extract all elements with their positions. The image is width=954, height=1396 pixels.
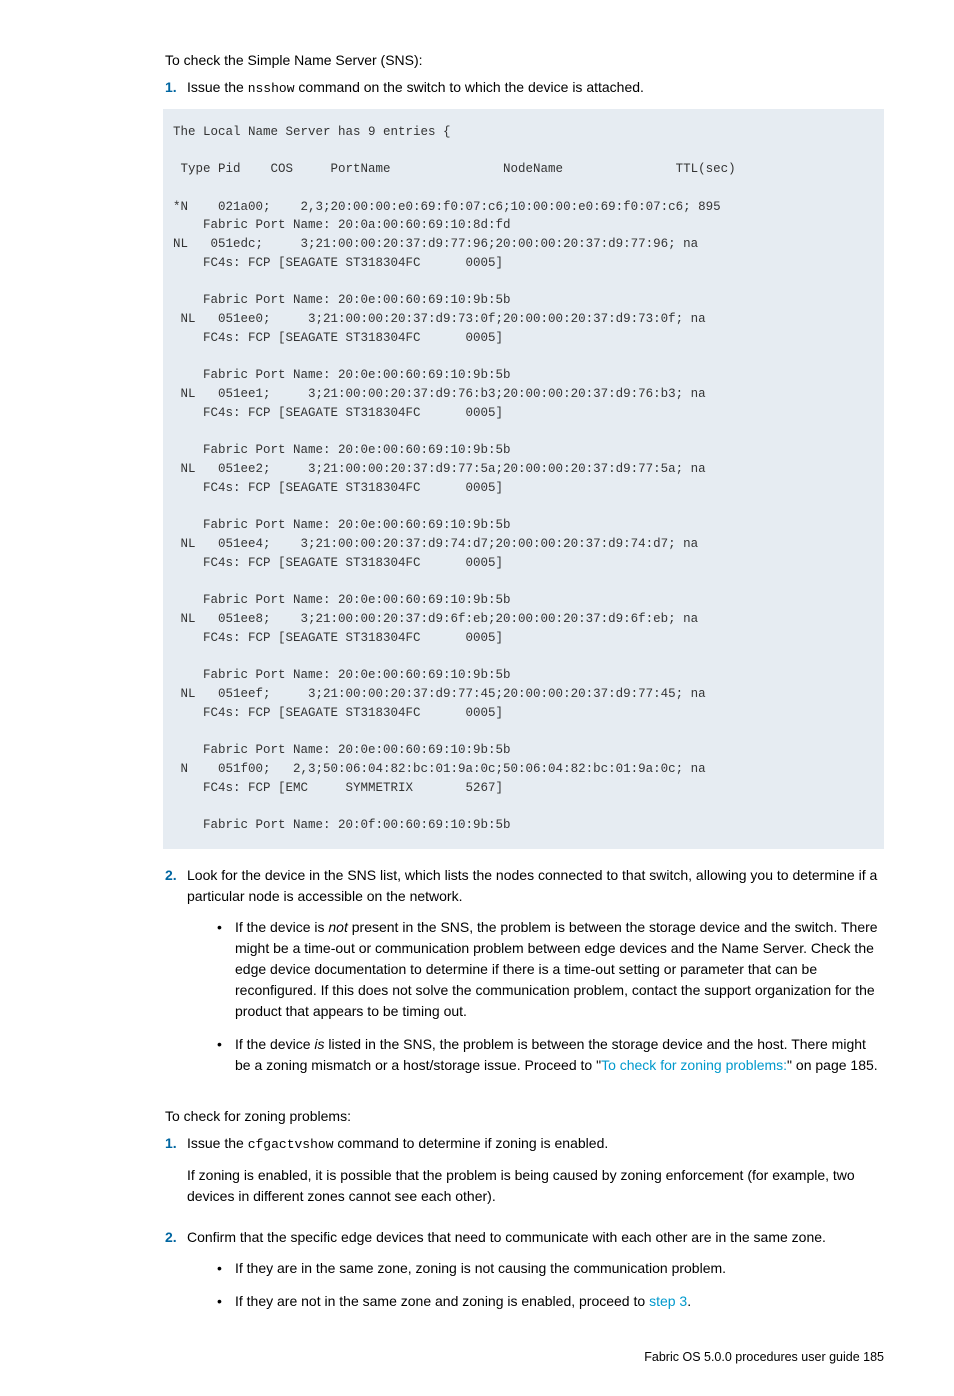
zoning-step-1: 1. Issue the cfgactvshow command to dete… [165, 1133, 884, 1217]
list-item: • If they are in the same zone, zoning i… [217, 1258, 884, 1279]
step-text: Confirm that the specific edge devices t… [187, 1227, 884, 1248]
bullet-icon: • [217, 1034, 235, 1076]
bullet-text: If they are not in the same zone and zon… [235, 1293, 649, 1309]
step-number: 1. [165, 77, 187, 99]
list-item: • If they are not in the same zone and z… [217, 1291, 884, 1312]
step-number: 2. [165, 865, 187, 1088]
bullet-icon: • [217, 1258, 235, 1279]
sns-bullet-list: • If the device is not present in the SN… [217, 917, 884, 1076]
link-zoning-problems[interactable]: To check for zoning problems: [601, 1057, 787, 1073]
zoning-step-list: 1. Issue the cfgactvshow command to dete… [165, 1133, 884, 1324]
link-step-3[interactable]: step 3 [649, 1293, 687, 1309]
step-text: command to determine if zoning is enable… [334, 1135, 609, 1151]
page-footer: Fabric OS 5.0.0 procedures user guide 18… [165, 1348, 884, 1367]
nsshow-output: The Local Name Server has 9 entries { Ty… [163, 109, 884, 850]
sns-step-list-cont: 2. Look for the device in the SNS list, … [165, 865, 884, 1088]
command-cfgactvshow: cfgactvshow [248, 1137, 334, 1152]
zoning-bullet-list: • If they are in the same zone, zoning i… [217, 1258, 884, 1312]
emphasis-not: not [328, 919, 347, 935]
step-text: command on the switch to which the devic… [295, 79, 644, 95]
list-item: • If the device is listed in the SNS, th… [217, 1034, 884, 1076]
emphasis-is: is [314, 1036, 324, 1052]
sns-step-1: 1. Issue the nsshow command on the switc… [165, 77, 884, 99]
bullet-text: If the device is [235, 919, 328, 935]
bullet-text: If they are in the same zone, zoning is … [235, 1258, 884, 1279]
list-item: • If the device is not present in the SN… [217, 917, 884, 1022]
zoning-heading: To check for zoning problems: [165, 1106, 884, 1127]
bullet-icon: • [217, 1291, 235, 1312]
bullet-text: " on page 185. [787, 1057, 878, 1073]
step-number: 2. [165, 1227, 187, 1324]
step-text: Look for the device in the SNS list, whi… [187, 865, 884, 907]
sns-intro: To check the Simple Name Server (SNS): [165, 50, 884, 71]
step-paragraph: If zoning is enabled, it is possible tha… [187, 1165, 884, 1207]
sns-step-2: 2. Look for the device in the SNS list, … [165, 865, 884, 1088]
step-text: Issue the [187, 79, 248, 95]
sns-step-list: 1. Issue the nsshow command on the switc… [165, 77, 884, 99]
zoning-step-2: 2. Confirm that the specific edge device… [165, 1227, 884, 1324]
bullet-text: . [687, 1293, 691, 1309]
step-text: Issue the [187, 1135, 248, 1151]
command-nsshow: nsshow [248, 81, 295, 96]
step-number: 1. [165, 1133, 187, 1217]
bullet-icon: • [217, 917, 235, 1022]
bullet-text: If the device [235, 1036, 314, 1052]
